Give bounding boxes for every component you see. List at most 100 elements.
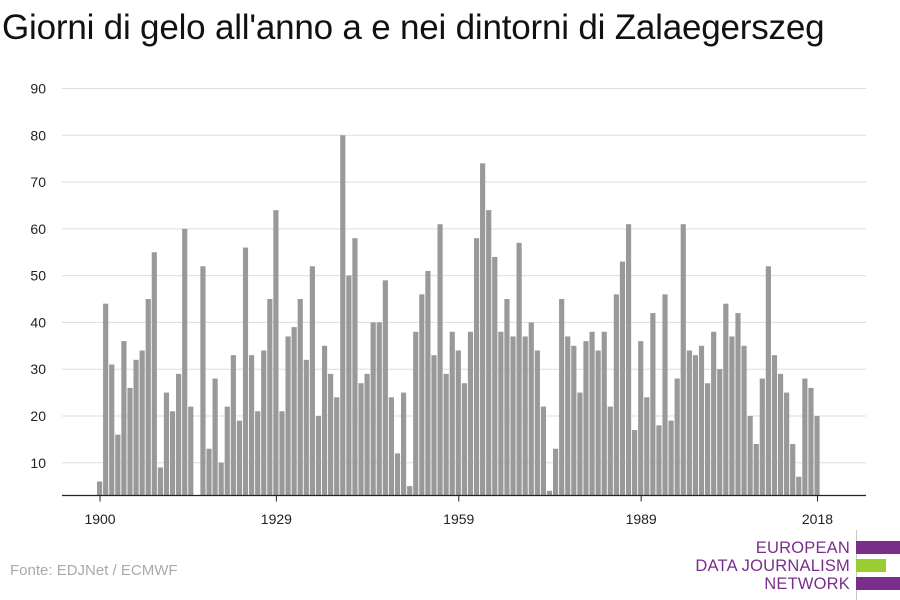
logo-text-line3: NETWORK xyxy=(764,575,850,593)
bar-1936 xyxy=(315,415,322,496)
bar-2013 xyxy=(784,392,790,496)
y-tick-label: 20 xyxy=(30,408,46,424)
bar-1922 xyxy=(230,355,236,496)
bar-1927 xyxy=(261,350,267,496)
bar-1953 xyxy=(419,294,425,496)
bar-1963 xyxy=(480,163,486,496)
bar-1998 xyxy=(692,355,699,496)
bar-1983 xyxy=(601,331,607,496)
bar-1994 xyxy=(668,420,674,496)
bar-1909 xyxy=(151,252,157,496)
bar-1984 xyxy=(607,406,613,496)
bar-1965 xyxy=(492,256,498,496)
bar-1929 xyxy=(273,210,279,496)
bar-1959 xyxy=(455,350,461,496)
bar-1930 xyxy=(279,411,285,496)
y-tick-label: 70 xyxy=(30,174,46,190)
bar-2017 xyxy=(808,387,814,496)
bar-1906 xyxy=(133,359,139,496)
bar-1920 xyxy=(218,462,224,496)
bar-1995 xyxy=(674,378,680,496)
bar-2008 xyxy=(753,444,759,496)
bar-1993 xyxy=(662,294,668,496)
bar-1960 xyxy=(461,383,467,496)
bar-1933 xyxy=(297,299,303,496)
bar-1988 xyxy=(632,430,638,496)
bar-1904 xyxy=(121,341,127,496)
y-tick-label: 30 xyxy=(30,361,46,377)
x-tick-labels: 1900 1929 1959 1989 2018 xyxy=(84,495,833,527)
bar-1961 xyxy=(467,331,474,496)
bar-2001 xyxy=(711,331,717,496)
bar-1999 xyxy=(698,345,705,496)
bar-1921 xyxy=(224,406,230,496)
bar-2004 xyxy=(729,336,735,496)
bar-1968 xyxy=(510,336,516,496)
bar-2009 xyxy=(759,378,765,496)
bar-1939 xyxy=(334,397,340,496)
bar-1908 xyxy=(145,299,151,496)
bar-1947 xyxy=(382,280,388,496)
bar-2006 xyxy=(741,345,747,496)
logo-bar-purple-bottom xyxy=(856,577,900,590)
y-tick-labels: 10 20 30 40 50 60 70 80 90 xyxy=(30,81,46,471)
bar-1910 xyxy=(157,467,163,496)
bar-1918 xyxy=(206,448,212,496)
bar-1911 xyxy=(163,392,170,496)
bar-1976 xyxy=(559,299,565,496)
bar-1972 xyxy=(534,350,540,496)
x-tick-label: 1900 xyxy=(84,511,115,527)
bar-2010 xyxy=(765,266,771,496)
bar-1925 xyxy=(249,355,255,496)
y-tick-label: 80 xyxy=(30,127,46,143)
bar-1955 xyxy=(431,355,437,496)
bar-1956 xyxy=(437,224,443,496)
logo-text-line1: EUROPEAN xyxy=(755,539,850,557)
bar-1907 xyxy=(139,350,145,496)
bar-2007 xyxy=(747,415,753,496)
bar-1973 xyxy=(540,406,547,496)
x-tick-label: 2018 xyxy=(802,511,833,527)
bar-1991 xyxy=(650,313,656,496)
bar-2003 xyxy=(723,303,729,496)
bar-2011 xyxy=(771,355,778,496)
bar-1924 xyxy=(242,247,249,496)
bar-1928 xyxy=(267,299,273,496)
bar-1954 xyxy=(425,270,431,496)
bar-1948 xyxy=(388,397,395,496)
y-tick-label: 40 xyxy=(30,314,46,330)
x-tick-label: 1959 xyxy=(443,511,474,527)
bar-1900 xyxy=(97,481,103,496)
bar-1946 xyxy=(376,322,382,496)
bar-1958 xyxy=(449,331,455,496)
bar-1901 xyxy=(103,303,109,496)
edjnet-logo: EUROPEAN DATA JOURNALISM NETWORK xyxy=(695,530,900,600)
bar-1979 xyxy=(577,392,583,496)
bar-1923 xyxy=(236,420,243,496)
y-tick-label: 50 xyxy=(30,268,46,284)
bar-1935 xyxy=(309,266,315,496)
bar-1940 xyxy=(340,135,346,496)
bar-1992 xyxy=(656,425,662,496)
bar-1990 xyxy=(644,397,650,496)
y-tick-label: 60 xyxy=(30,221,46,237)
bar-1937 xyxy=(321,345,328,496)
logo-bar-purple-top xyxy=(856,541,900,554)
bar-1964 xyxy=(486,210,492,496)
bar-1943 xyxy=(358,383,364,496)
bar-1970 xyxy=(522,336,528,496)
bar-1938 xyxy=(328,373,334,496)
bar-1902 xyxy=(109,364,115,496)
bar-1926 xyxy=(255,411,261,496)
bar-1914 xyxy=(182,228,188,496)
bar-1989 xyxy=(638,341,644,496)
bars xyxy=(97,135,820,496)
logo-text-line2: DATA JOURNALISM xyxy=(695,557,850,575)
bar-1966 xyxy=(498,331,504,496)
bar-1941 xyxy=(346,275,352,496)
bar-1996 xyxy=(680,224,686,496)
bar-1917 xyxy=(200,266,206,496)
bar-1987 xyxy=(625,224,632,496)
bar-1950 xyxy=(401,392,407,496)
